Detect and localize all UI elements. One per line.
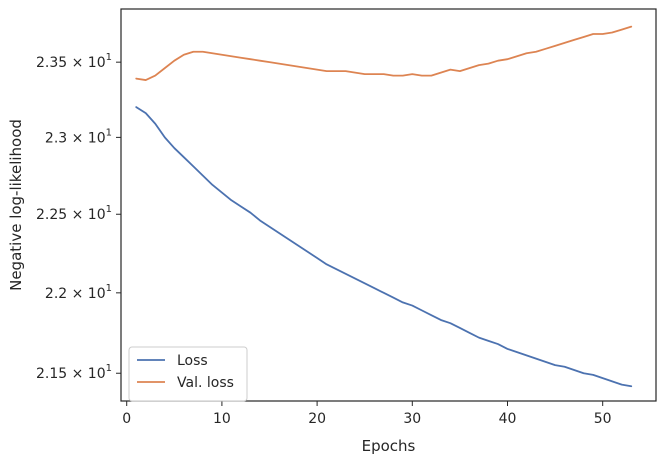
y-axis: 2.15 × 101 2.2 × 101 2.25 × 101 2.3 × 101 2.… bbox=[36, 52, 121, 382]
x-tick-label: 30 bbox=[403, 411, 421, 427]
plot-area bbox=[135, 25, 633, 388]
y-tick-label: 2.15 × 101 bbox=[36, 363, 112, 382]
x-axis: 0 10 20 30 40 50 bbox=[122, 401, 612, 427]
x-tick-label: 0 bbox=[122, 411, 131, 427]
x-tick-label: 20 bbox=[308, 411, 326, 427]
axes-frame bbox=[120, 8, 657, 402]
x-tick-label: 10 bbox=[213, 411, 231, 427]
y-tick-label: 2.35 × 101 bbox=[36, 52, 112, 71]
y-tick-label: 2.2 × 101 bbox=[45, 283, 112, 302]
legend: Loss Val. loss bbox=[128, 346, 248, 402]
series-line-val-loss bbox=[135, 25, 633, 81]
legend-entry-label: Val. loss bbox=[177, 375, 234, 391]
x-tick-label: 40 bbox=[499, 411, 517, 427]
series-line-loss bbox=[135, 106, 633, 388]
legend-entry-label: Loss bbox=[177, 353, 208, 369]
y-axis-label: Negative log-likelihood bbox=[7, 119, 25, 291]
x-tick-label: 50 bbox=[594, 411, 612, 427]
x-axis-label: Epochs bbox=[362, 437, 416, 455]
y-tick-label: 2.25 × 101 bbox=[36, 204, 112, 223]
y-tick-label: 2.3 × 101 bbox=[45, 127, 112, 146]
